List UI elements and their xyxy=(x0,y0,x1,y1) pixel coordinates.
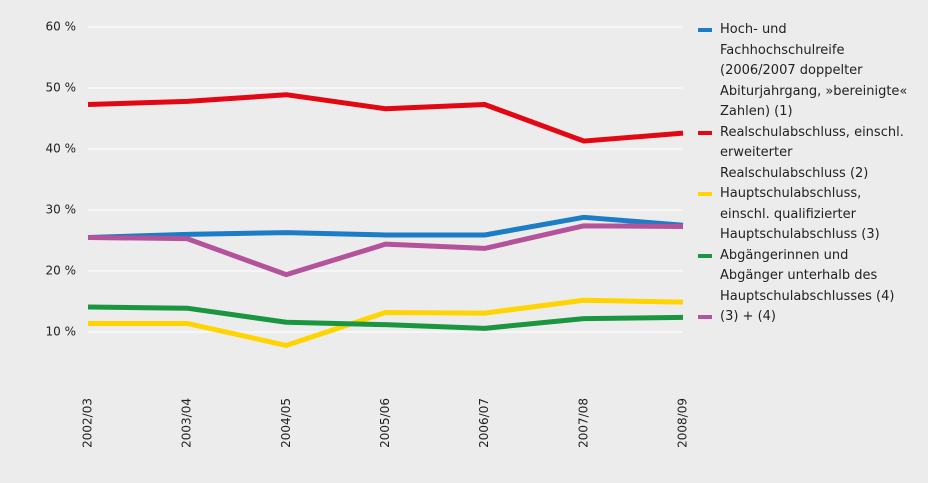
x-tick-label: 2005/06 xyxy=(378,398,392,448)
x-tick-label: 2002/03 xyxy=(81,398,95,448)
legend-swatch xyxy=(698,253,712,258)
legend-swatch xyxy=(698,192,712,196)
legend-label: Realschulabschluss, einschl. erweiterter… xyxy=(720,124,904,181)
legend-item: Abgängerinnen und Abgänger unterhalb des… xyxy=(698,246,913,308)
y-tick-label: 40 % xyxy=(46,142,77,156)
y-tick-label: 20 % xyxy=(46,264,77,278)
legend-swatch xyxy=(698,315,712,319)
x-tick-label: 2007/08 xyxy=(576,398,590,448)
y-tick-label: 60 % xyxy=(46,20,77,34)
x-tick-label: 2008/09 xyxy=(676,398,690,448)
y-tick-label: 10 % xyxy=(46,325,77,339)
legend-label: Abgängerinnen und Abgänger unterhalb des… xyxy=(720,247,895,304)
legend-item: Hauptschulabschluss, einschl. qualifizie… xyxy=(698,184,913,246)
line xyxy=(87,92,684,144)
legend-label: Hoch- und Fachhochschulreife (2006/2007 … xyxy=(720,22,908,119)
line xyxy=(88,297,684,348)
legend-item: (3) + (4) xyxy=(698,307,913,328)
legend-swatch xyxy=(698,28,712,32)
x-tick-label: 2004/05 xyxy=(279,398,293,448)
line xyxy=(87,304,684,331)
y-tick-label: 50 % xyxy=(46,81,77,95)
legend-item: Realschulabschluss, einschl. erweiterter… xyxy=(698,123,913,185)
legend-label: (3) + (4) xyxy=(720,309,776,324)
legend: Hoch- und Fachhochschulreife (2006/2007 … xyxy=(698,20,913,328)
line xyxy=(87,214,684,240)
legend-item: Hoch- und Fachhochschulreife (2006/2007 … xyxy=(698,20,913,123)
x-tick-label: 2003/04 xyxy=(180,398,194,448)
legend-swatch xyxy=(698,130,712,135)
legend-label: Hauptschulabschluss, einschl. qualifizie… xyxy=(720,186,880,242)
x-tick-label: 2006/07 xyxy=(477,398,491,448)
line xyxy=(87,223,684,278)
y-tick-label: 30 % xyxy=(46,203,77,217)
